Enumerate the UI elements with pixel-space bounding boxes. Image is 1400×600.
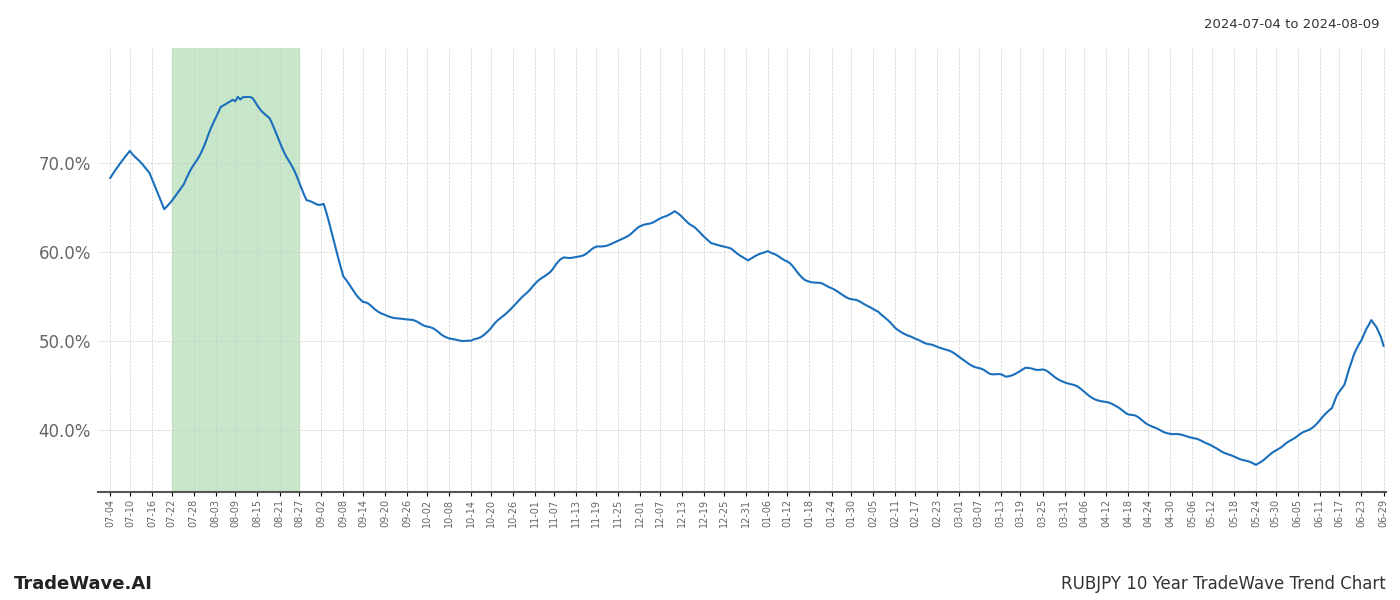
Text: TradeWave.AI: TradeWave.AI (14, 575, 153, 593)
Text: 2024-07-04 to 2024-08-09: 2024-07-04 to 2024-08-09 (1204, 18, 1379, 31)
Text: RUBJPY 10 Year TradeWave Trend Chart: RUBJPY 10 Year TradeWave Trend Chart (1061, 575, 1386, 593)
Bar (172, 48, 300, 492)
